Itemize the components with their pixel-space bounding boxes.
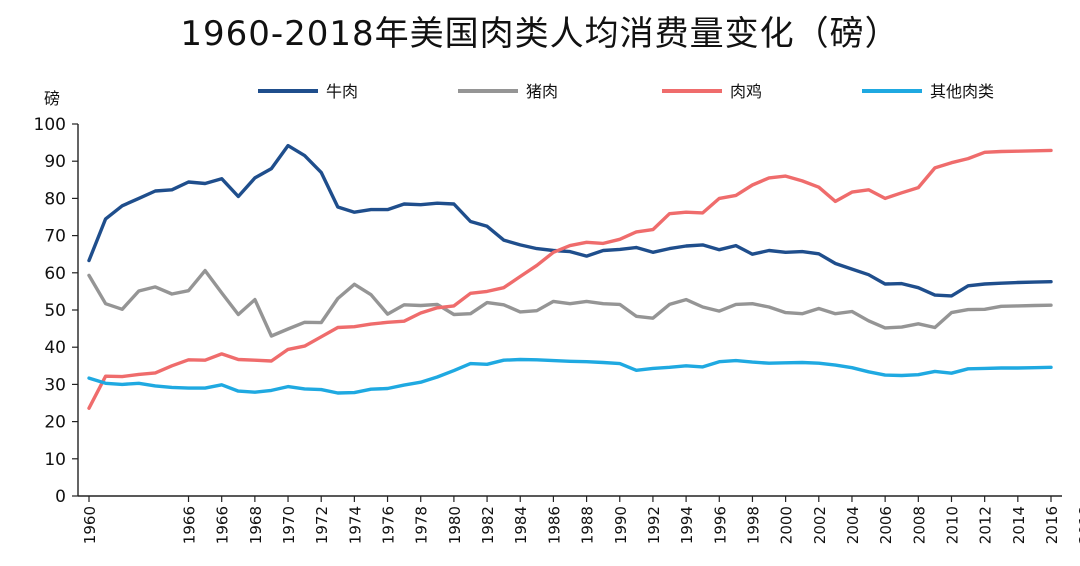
y-tick-label: 70: [44, 227, 66, 247]
x-tick-label: 1966: [181, 506, 199, 544]
x-tick-label: 2016: [1043, 506, 1061, 544]
y-tick-label: 50: [44, 301, 66, 321]
x-tick-label: 2002: [811, 506, 829, 544]
legend-label-1: 牛肉: [326, 82, 358, 101]
x-tick-label: 1974: [346, 506, 364, 544]
y-tick-label: 10: [44, 450, 66, 470]
x-tick-label: 2018: [1076, 506, 1080, 544]
legend-label-3: 肉鸡: [730, 82, 762, 101]
x-tick-label: 1966: [214, 506, 232, 544]
x-tick-label: 1984: [512, 506, 530, 544]
y-tick-label: 30: [44, 375, 66, 395]
x-tick-label: 1972: [313, 506, 331, 544]
x-tick-label: 1978: [413, 506, 431, 544]
y-axis: 0 10 20 30 40 50 60 70 80 90 100 磅: [34, 89, 79, 507]
x-tick-label: 1960: [81, 506, 99, 544]
series-line-2: [87, 268, 1053, 338]
x-tick-label: 2000: [778, 506, 796, 544]
x-axis: 1960 1966 1966 1968 1970 1972 1974 1976 1978 1980…: [78, 495, 1080, 544]
x-tick-label: 2008: [910, 506, 928, 544]
y-tick-label: 60: [44, 264, 66, 284]
x-tick-label: 1986: [545, 506, 563, 544]
x-tick-label: 2010: [943, 506, 961, 544]
x-tick-label: 2014: [1010, 506, 1028, 544]
x-tick-label: 1996: [711, 506, 729, 544]
x-tick-label: 2012: [977, 506, 995, 544]
x-tick-label: 1990: [612, 506, 630, 544]
chart-title: 1960-2018年美国肉类人均消费量变化（磅）: [180, 14, 900, 54]
x-tick-label: 1992: [645, 506, 663, 544]
x-tick-label: 1994: [678, 506, 696, 544]
x-tick-label: 1998: [744, 506, 762, 544]
legend-label-2: 猪肉: [526, 82, 558, 101]
x-tick-label: 1988: [579, 506, 597, 544]
x-tick-label: 1970: [280, 506, 298, 544]
y-axis-label: 磅: [44, 89, 60, 108]
y-tick-label: 80: [44, 189, 66, 209]
y-tick-label: 20: [44, 413, 66, 433]
y-tick-label: 0: [55, 487, 66, 507]
series-line-3: [87, 148, 1053, 410]
x-tick-label: 1968: [247, 506, 265, 544]
x-tick-label: 2006: [877, 506, 895, 544]
x-tick-label: 1980: [446, 506, 464, 544]
y-tick-label: 40: [44, 338, 66, 358]
series-layer: [87, 143, 1053, 410]
x-tick-label: 2004: [844, 506, 862, 544]
y-tick-label: 100: [34, 115, 66, 135]
y-tick-label: 90: [44, 152, 66, 172]
legend-label-4: 其他肉类: [930, 82, 994, 101]
legend: 牛肉 猪肉 肉鸡 其他肉类: [258, 82, 994, 101]
series-line-1: [87, 143, 1053, 298]
series-line-4: [87, 357, 1053, 395]
x-tick-label: 1982: [479, 506, 497, 544]
x-tick-label: 1976: [380, 506, 398, 544]
